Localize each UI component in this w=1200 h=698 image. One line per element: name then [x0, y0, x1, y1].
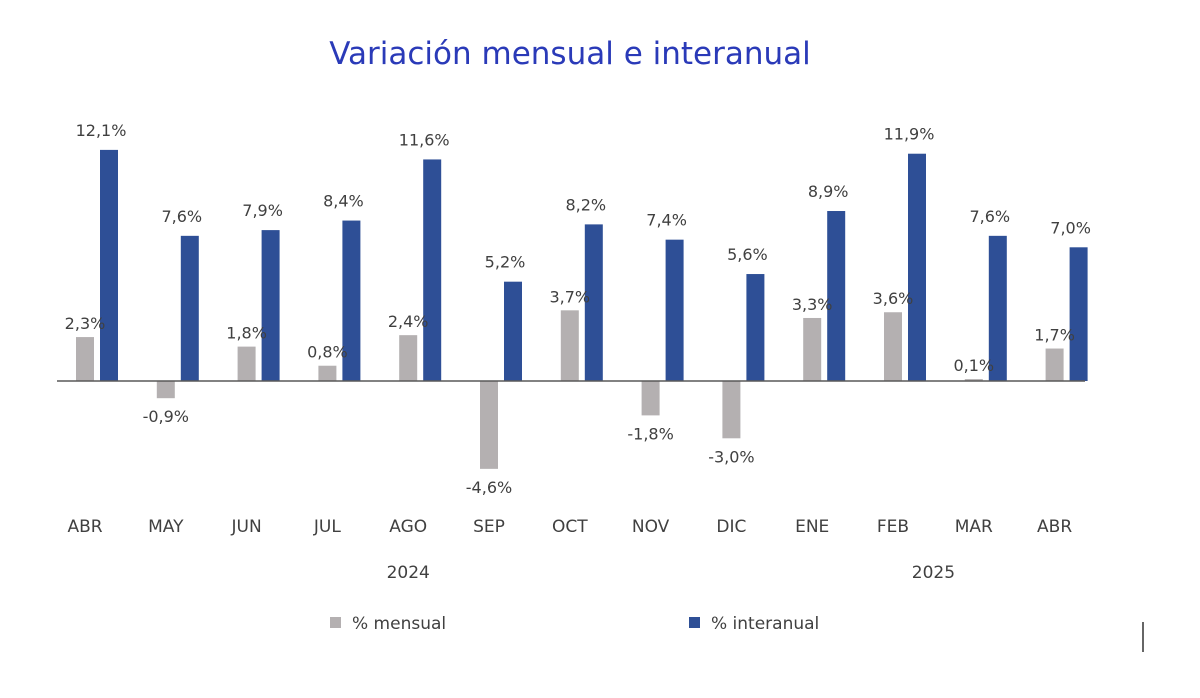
- label-interanual-6: 8,2%: [565, 195, 606, 214]
- bar-mensual-9: [803, 317, 822, 381]
- label-interanual-5: 5,2%: [485, 253, 526, 272]
- label-mensual-4: 2,4%: [388, 312, 429, 331]
- labels-layer: 2,3% 12,1% ABR -0,9% 7,6% MAY 1,8% 7,9% JUN 0,8% 8…: [65, 121, 1091, 583]
- category-label-12: ABR: [1037, 517, 1072, 537]
- label-mensual-7: -1,8%: [627, 424, 673, 443]
- label-mensual-0: 2,3%: [65, 314, 106, 333]
- category-label-2: JUN: [231, 517, 262, 537]
- label-interanual-12: 7,0%: [1050, 218, 1091, 237]
- label-interanual-1: 7,6%: [161, 207, 202, 226]
- label-interanual-7: 7,4%: [646, 211, 687, 230]
- category-label-10: FEB: [877, 517, 909, 537]
- label-mensual-12: 1,7%: [1034, 326, 1075, 345]
- category-label-8: DIC: [716, 517, 746, 537]
- label-interanual-8: 5,6%: [727, 245, 768, 264]
- label-interanual-3: 8,4%: [323, 192, 364, 211]
- bar-interanual-1: [180, 235, 199, 381]
- bar-mensual-7: [641, 381, 660, 416]
- label-interanual-9: 8,9%: [808, 182, 849, 201]
- category-label-5: SEP: [473, 517, 505, 537]
- bar-interanual-11: [988, 235, 1007, 381]
- legend-swatch-1: [689, 617, 700, 628]
- bar-mensual-6: [560, 310, 579, 381]
- bar-interanual-7: [665, 239, 684, 381]
- category-label-11: MAR: [955, 517, 993, 537]
- label-interanual-10: 11,9%: [884, 125, 935, 144]
- label-interanual-4: 11,6%: [399, 130, 450, 149]
- label-interanual-0: 12,1%: [76, 121, 127, 140]
- label-mensual-5: -4,6%: [466, 478, 512, 497]
- legend-label-0: % mensual: [352, 614, 446, 634]
- bar-mensual-4: [399, 335, 418, 381]
- category-label-4: AGO: [389, 517, 427, 537]
- label-interanual-11: 7,6%: [969, 207, 1010, 226]
- chart-title: Variación mensual e interanual: [329, 36, 811, 72]
- bar-mensual-2: [237, 346, 256, 381]
- label-mensual-3: 0,8%: [307, 343, 348, 362]
- bars-layer: [76, 149, 1088, 469]
- label-mensual-6: 3,7%: [549, 287, 590, 306]
- bar-interanual-3: [342, 220, 361, 381]
- category-label-6: OCT: [552, 517, 588, 537]
- bar-interanual-2: [261, 230, 280, 381]
- bar-mensual-0: [76, 337, 94, 381]
- bar-interanual-10: [908, 153, 926, 381]
- category-label-9: ENE: [795, 517, 829, 537]
- bar-interanual-8: [746, 274, 765, 381]
- category-label-1: MAY: [148, 517, 184, 537]
- bar-interanual-12: [1069, 247, 1088, 381]
- year-label-2025: 2025: [912, 563, 955, 583]
- label-interanual-2: 7,9%: [242, 201, 283, 220]
- category-label-0: ABR: [67, 517, 102, 537]
- bar-interanual-0: [100, 149, 118, 381]
- legend-swatch-0: [330, 617, 341, 628]
- bar-interanual-9: [827, 211, 846, 381]
- legend: % mensual % interanual: [330, 614, 819, 634]
- bar-mensual-10: [884, 312, 902, 381]
- bar-mensual-11: [964, 379, 983, 381]
- bar-mensual-5: [480, 381, 498, 469]
- label-mensual-1: -0,9%: [143, 407, 189, 426]
- label-mensual-8: -3,0%: [708, 447, 754, 466]
- label-mensual-9: 3,3%: [792, 295, 833, 314]
- label-mensual-2: 1,8%: [226, 324, 267, 343]
- bar-mensual-8: [722, 381, 741, 439]
- category-label-3: JUL: [313, 517, 341, 537]
- year-label-2024: 2024: [387, 563, 430, 583]
- label-mensual-10: 3,6%: [873, 289, 914, 308]
- bar-interanual-4: [423, 159, 442, 381]
- bar-mensual-3: [318, 365, 337, 381]
- bar-mensual-1: [156, 381, 175, 399]
- bar-interanual-6: [584, 224, 603, 381]
- label-mensual-11: 0,1%: [953, 356, 994, 375]
- bar-interanual-5: [504, 281, 522, 381]
- legend-label-1: % interanual: [711, 614, 819, 634]
- category-label-7: NOV: [632, 517, 670, 537]
- bar-mensual-12: [1045, 348, 1064, 381]
